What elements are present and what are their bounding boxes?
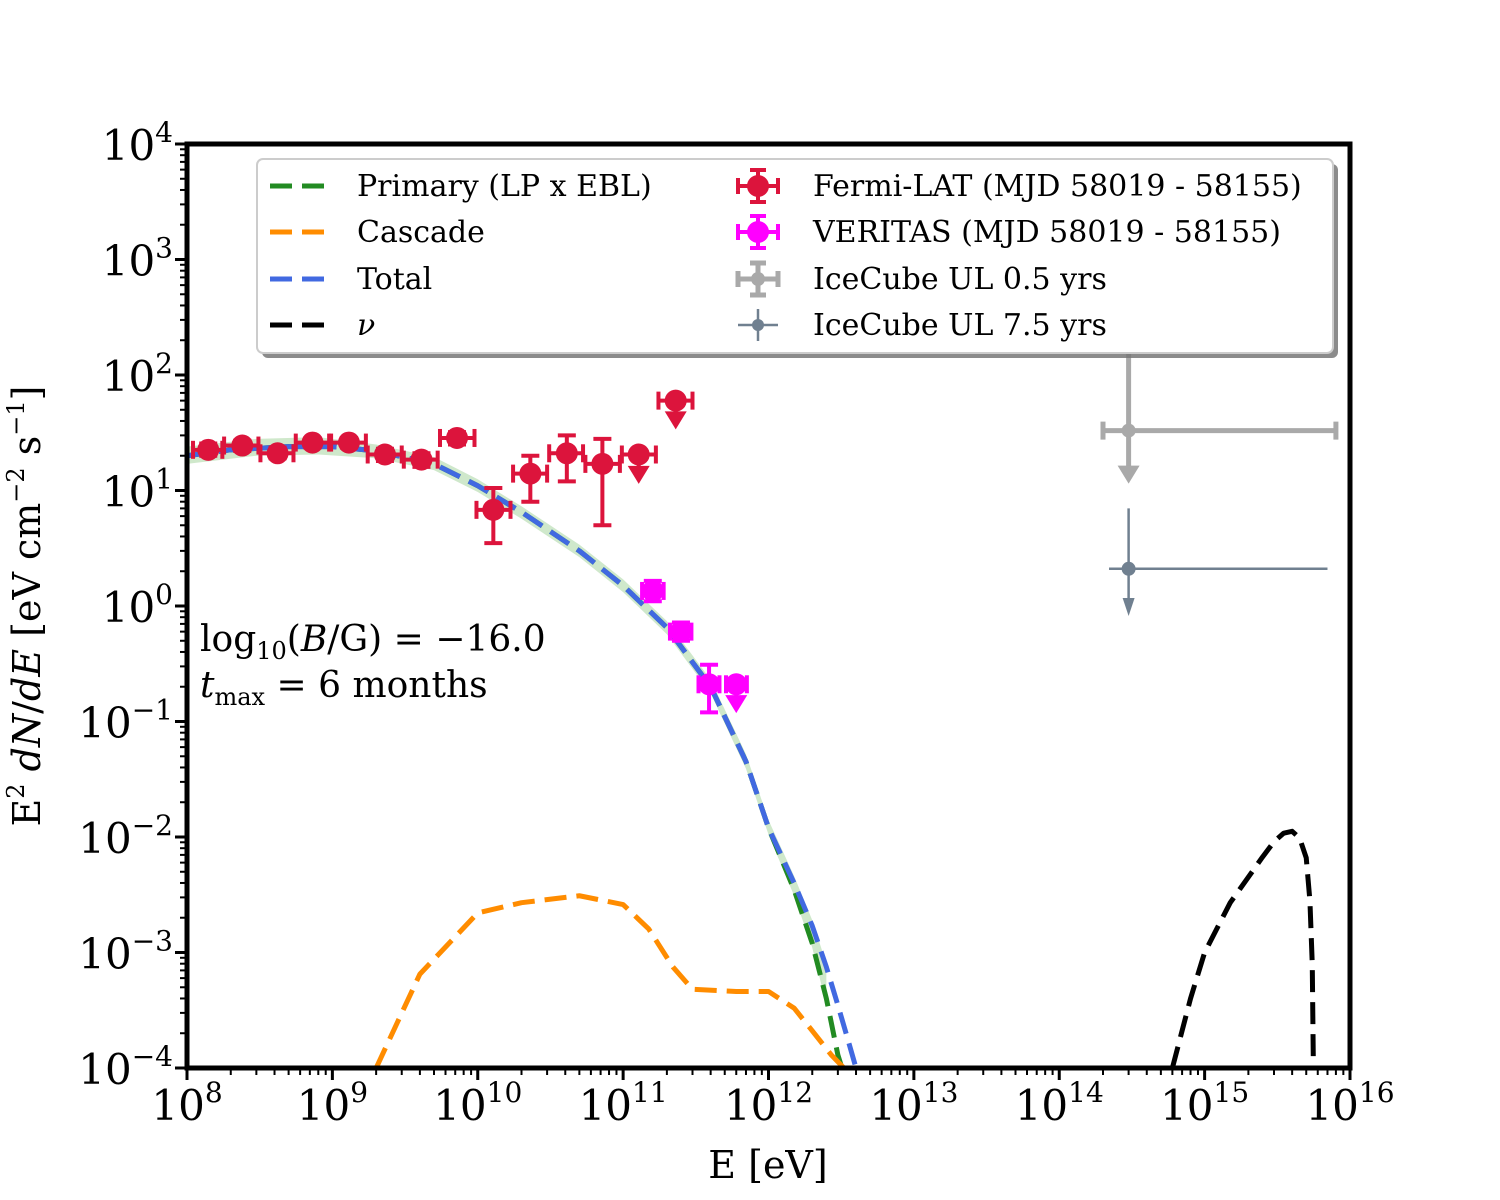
veritas-point (696, 662, 722, 715)
fermi-point (293, 431, 332, 454)
y-tick-label: 103 (102, 232, 173, 286)
x-tick-label: 1015 (1160, 1076, 1249, 1130)
x-tick-labels: 108 109 1010 1011 1012 1013 1014 1015 1016 (151, 1076, 1394, 1130)
x-tick-label: 1012 (724, 1076, 813, 1130)
icecube-75-legend-handle (738, 309, 778, 341)
veritas-legend-handle (736, 214, 780, 250)
x-tick-label: 1016 (1305, 1076, 1394, 1130)
model-band (187, 437, 827, 1006)
parameter-annotation: log10(B/G) = −16.0 tmax = 6 months (200, 619, 546, 711)
svg-text:E2 dN/dE [eV cm−2 s−1]: E2 dN/dE [eV cm−2 s−1] (2, 385, 49, 826)
x-tick-label: 108 (151, 1076, 222, 1130)
y-tick-label: 101 (102, 463, 173, 517)
svg-text:tmax = 6 months: tmax = 6 months (200, 665, 488, 711)
x-tick-label: 1010 (433, 1076, 522, 1130)
neutrino-line (1169, 828, 1316, 1068)
y-tick-label: 100 (102, 578, 173, 632)
x-axis-label: E [eV] (708, 1143, 827, 1187)
y-tick-label: 10−1 (78, 694, 173, 748)
fermi-point (258, 442, 296, 465)
model-lines (187, 444, 1316, 1068)
icecube-75yr-ul (1109, 508, 1328, 616)
y-axis-label: E2 dN/dE [eV cm−2 s−1] (2, 385, 49, 826)
legend-label: ν (357, 308, 375, 343)
legend-box (256, 158, 1334, 354)
x-tick-label: 1011 (579, 1076, 668, 1130)
fermi-point (619, 443, 658, 484)
fermi-point (222, 434, 261, 457)
fermi-point (656, 389, 695, 430)
veritas-point (640, 578, 666, 604)
legend-label: IceCube UL 0.5 yrs (813, 262, 1107, 297)
fermi-point (365, 443, 404, 466)
icecube-05-legend-handle (735, 260, 781, 298)
legend-label: Total (357, 262, 432, 297)
svg-text:log10(B/G) = −16.0: log10(B/G) = −16.0 (200, 619, 546, 665)
model-uncertainty-band (187, 437, 827, 1006)
icecube-05yr-ul (1100, 351, 1339, 484)
x-tick-label: 1014 (1015, 1076, 1104, 1130)
legend-label: Cascade (357, 215, 485, 250)
y-tick-labels: 10−4 10−3 10−2 10−1 100 101 102 103 104 (78, 116, 173, 1094)
fermi-point (474, 486, 513, 546)
fermi-point (583, 436, 622, 528)
legend: Primary (LP x EBL) Cascade Total ν Fermi-LAT… (256, 158, 1338, 358)
x-tick-label: 109 (297, 1076, 368, 1130)
legend-label: Primary (LP x EBL) (357, 169, 652, 204)
fermi-point (547, 433, 586, 484)
fermi-legend-handle (736, 168, 780, 204)
legend-label: IceCube UL 7.5 yrs (813, 308, 1107, 343)
y-tick-label: 10−2 (78, 809, 173, 863)
legend-label: VERITAS (MJD 58019 - 58155) (812, 215, 1281, 250)
veritas-point (723, 673, 749, 714)
data-points (191, 351, 1339, 715)
veritas-point (667, 620, 694, 643)
cascade-line (373, 893, 846, 1068)
fermi-point (191, 438, 225, 461)
total-line (187, 444, 859, 1068)
fermi-point (401, 448, 440, 471)
y-tick-label: 10−4 (78, 1040, 173, 1094)
legend-label: Fermi-LAT (MJD 58019 - 58155) (813, 169, 1302, 204)
plot-frame (184, 141, 1353, 1071)
y-tick-label: 10−3 (78, 925, 173, 979)
y-tick-label: 102 (102, 347, 173, 401)
fermi-point (511, 453, 550, 504)
x-tick-label: 1013 (869, 1076, 958, 1130)
y-tick-label: 104 (102, 116, 173, 170)
fermi-point (438, 426, 477, 449)
